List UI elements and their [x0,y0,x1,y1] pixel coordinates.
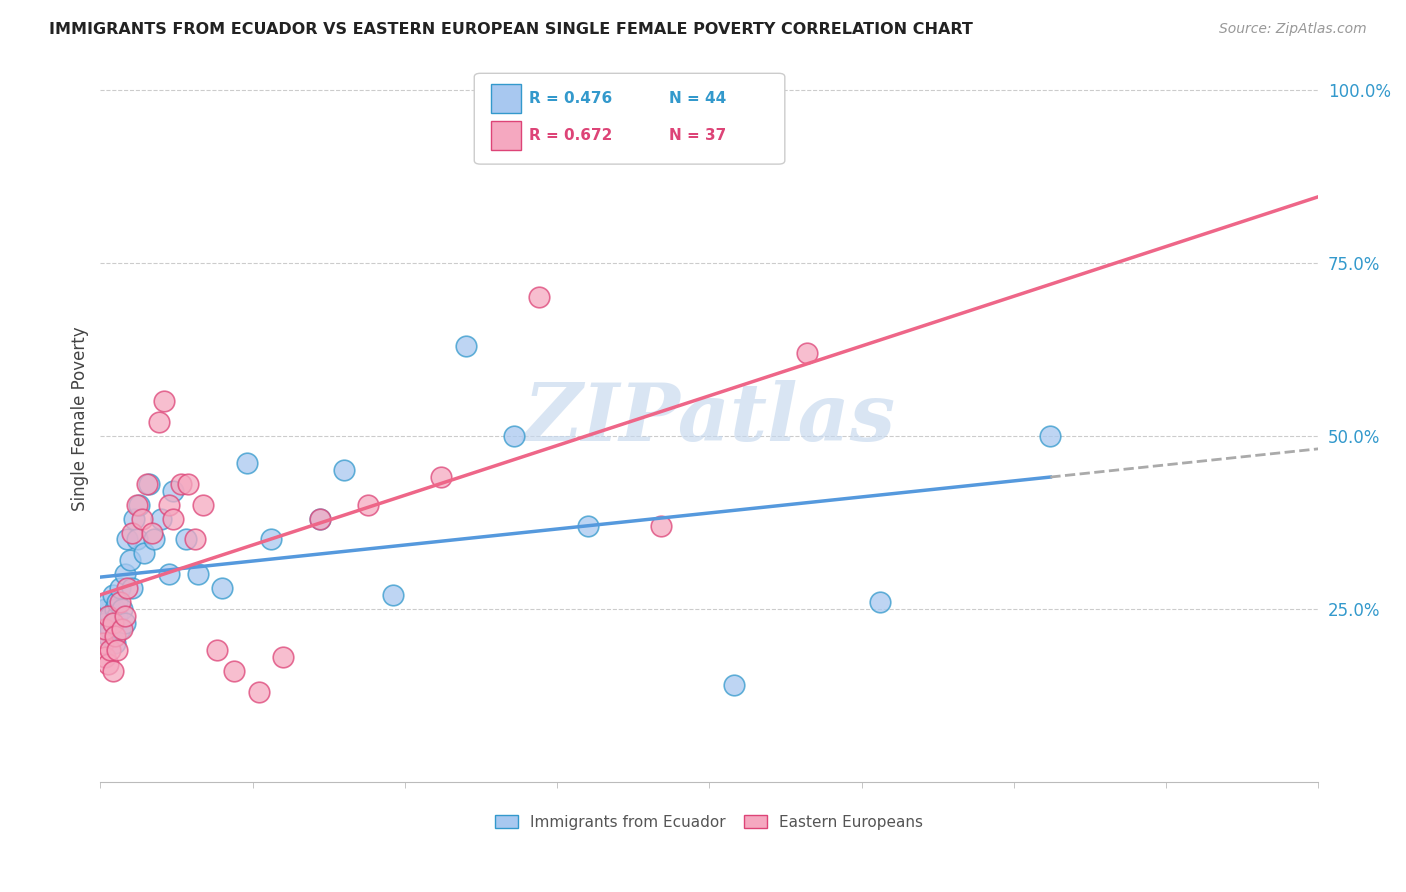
Text: N = 37: N = 37 [669,128,727,143]
Point [94,601,117,615]
Point [157,498,180,512]
Point [235,456,257,470]
Point [107,643,129,657]
FancyBboxPatch shape [474,73,785,164]
Point [104,636,127,650]
Point [91,636,114,650]
FancyBboxPatch shape [491,120,520,150]
Point [101,615,124,630]
Point [308,512,330,526]
Point [576,518,599,533]
Point [142,533,165,547]
Point [187,567,209,582]
Point [91,623,114,637]
Point [107,608,129,623]
Point [308,512,330,526]
Point [98,623,121,637]
Point [174,533,197,547]
Point [869,595,891,609]
Point [134,546,156,560]
Y-axis label: Single Female Poverty: Single Female Poverty [72,326,89,511]
Point [98,643,121,657]
Point [104,601,127,615]
Point [124,512,146,526]
Point [115,533,138,547]
Point [184,533,207,547]
Point [381,588,404,602]
Point [191,498,214,512]
Point [121,525,143,540]
Point [121,581,143,595]
Point [108,595,131,609]
Point [101,664,124,678]
Point [114,608,136,623]
Point [224,664,246,678]
Point [150,512,173,526]
Text: IMMIGRANTS FROM ECUADOR VS EASTERN EUROPEAN SINGLE FEMALE POVERTY CORRELATION CH: IMMIGRANTS FROM ECUADOR VS EASTERN EUROP… [49,22,973,37]
Point [131,512,153,526]
Point [162,484,184,499]
Point [118,553,141,567]
Point [247,684,270,698]
Point [796,345,818,359]
Point [152,394,174,409]
Point [97,657,120,671]
Text: N = 44: N = 44 [669,91,727,106]
Point [115,581,138,595]
Point [108,581,131,595]
Point [97,595,120,609]
Point [1039,428,1062,442]
Point [125,533,148,547]
Point [128,498,150,512]
Point [97,629,120,643]
Point [111,601,134,615]
Point [98,608,121,623]
Point [135,477,157,491]
Point [723,678,745,692]
Point [94,623,117,637]
Point [177,477,200,491]
Point [114,615,136,630]
Point [94,615,117,630]
Point [138,477,160,491]
Text: ZIPatlas: ZIPatlas [523,380,896,457]
Point [207,643,229,657]
Point [211,581,233,595]
Point [503,428,526,442]
Text: Source: ZipAtlas.com: Source: ZipAtlas.com [1219,22,1367,37]
Point [170,477,193,491]
Point [157,567,180,582]
Legend: Immigrants from Ecuador, Eastern Europeans: Immigrants from Ecuador, Eastern Europea… [489,808,929,836]
Point [271,650,294,665]
Point [333,463,356,477]
Point [104,629,127,643]
Text: R = 0.672: R = 0.672 [529,128,613,143]
FancyBboxPatch shape [491,84,520,113]
Point [260,533,283,547]
Point [148,415,170,429]
Point [94,650,117,665]
Point [97,608,120,623]
Point [107,595,129,609]
Point [114,567,136,582]
Text: R = 0.476: R = 0.476 [529,91,612,106]
Point [162,512,184,526]
Point [125,498,148,512]
Point [430,470,453,484]
Point [527,290,550,304]
Point [357,498,380,512]
Point [108,623,131,637]
Point [141,525,163,540]
Point [101,615,124,630]
Point [650,518,672,533]
Point [111,623,134,637]
Point [101,588,124,602]
Point [454,339,477,353]
